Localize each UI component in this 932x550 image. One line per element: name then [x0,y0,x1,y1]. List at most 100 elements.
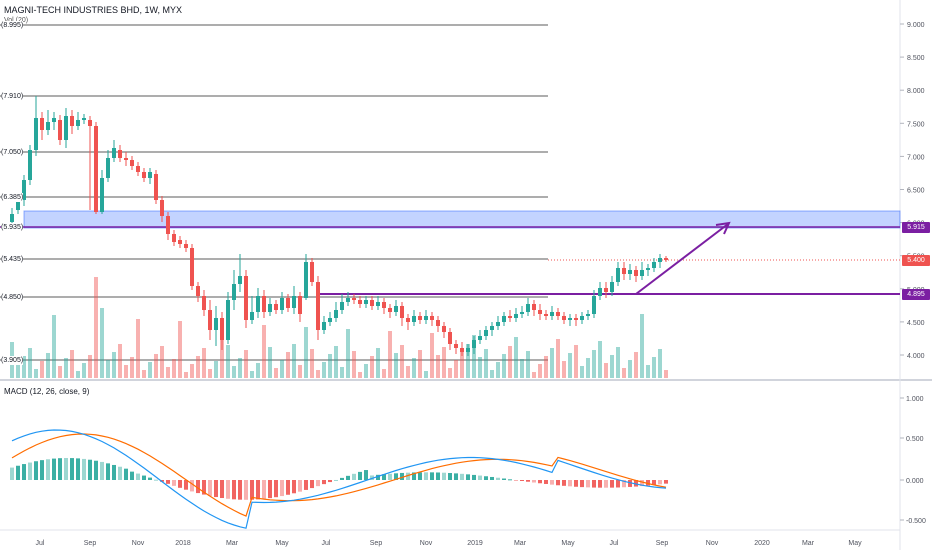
price-tick-label: 8.000 [907,88,925,95]
macd-histogram-bar [202,480,206,495]
volume-bar [364,364,368,378]
candle-body [394,306,398,312]
volume-bar [298,365,302,378]
macd-histogram-bar [190,480,194,492]
volume-bar [268,347,272,378]
volume-bar [466,344,470,378]
candle-body [94,126,98,212]
volume-bar [244,350,248,378]
macd-histogram-bar [286,480,290,495]
macd-line [11,429,667,529]
macd-histogram-bar [304,480,308,490]
price-tick-label: 4.500 [907,320,925,327]
macd-histogram-bar [556,480,560,486]
macd-histogram-bar [250,480,254,500]
macd-histogram-bar [610,480,614,488]
volume-bar [448,368,452,378]
volume-bar [70,350,74,378]
symbol-title[interactable]: MAGNI-TECH INDUSTRIES BHD, 1W, MYX [4,5,183,15]
candle-body [208,310,212,330]
volume-bar [586,358,590,378]
volume-bar [658,349,662,378]
volume-bar [604,363,608,378]
macd-histogram-bar [604,480,608,488]
candle-body [34,118,38,150]
volume-bar [232,366,236,378]
volume-bar [508,346,512,378]
macd-histogram-bar [586,480,590,488]
volume-bar [142,370,146,378]
volume-bar [502,354,506,378]
macd-histogram-bar [310,480,314,489]
macd-histogram-bar [640,480,644,487]
macd-histogram-bar [460,473,464,480]
volume-bar [424,371,428,378]
candle-body [406,318,410,322]
macd-tick-label: 1.000 [906,396,924,403]
volume-bar [622,368,626,378]
volume-bar [220,323,224,378]
macd-indicator-label[interactable]: MACD (12, 26, close, 9) [4,387,90,396]
volume-bar [184,372,188,378]
candle-body [280,298,284,310]
volume-bar [556,339,560,378]
candle-body [226,300,230,340]
candle-body [382,302,386,308]
macd-tick-label: -0.500 [906,518,926,525]
candle-body [478,336,482,340]
volume-bar [148,362,152,378]
macd-histogram-bar [484,476,488,480]
candle-body [10,214,14,222]
macd-histogram-bar [70,458,74,480]
volume-bar [610,355,614,378]
time-axis-label: Sep [656,540,669,547]
candle-body [214,318,218,330]
support-price-tag: 4.895 [902,289,930,300]
macd-histogram-bar [658,480,662,485]
volume-bar [46,353,50,378]
candle-body [472,340,476,348]
macd-histogram-bar [178,480,182,488]
candle-body [364,300,368,304]
macd-histogram-bar [550,480,554,485]
candle-body [592,296,596,314]
macd-tick-label: 0.000 [906,478,924,485]
macd-histogram-bar [244,480,248,500]
macd-histogram-bar [262,480,266,499]
volume-bar [616,347,620,378]
volume-bar [598,341,602,378]
volume-bar [592,350,596,378]
candle-body [40,118,44,130]
candle-body [562,316,566,320]
candle-body [322,322,326,330]
volume-bar [136,319,140,378]
volume-bar [532,372,536,378]
macd-histogram-bar [268,480,272,499]
candle-body [28,150,32,180]
macd-histogram-bar [136,473,140,480]
macd-histogram-bar [394,473,398,480]
candle-body [238,276,242,284]
time-axis-label: May [275,540,289,547]
volume-bar [112,352,116,378]
macd-histogram-bar [376,474,380,480]
time-axis-label: Jul [36,540,45,547]
volume-label: Vol (20) [4,17,28,24]
volume-bar [562,361,566,378]
volume-bar [130,357,134,378]
macd-histogram-bar [568,480,572,487]
candle-body [334,310,338,318]
candle-body [130,160,134,166]
candle-body [184,244,188,248]
volume-bar [238,358,242,378]
macd-histogram-bar [220,480,224,499]
volume-bar [538,364,542,378]
macd-histogram-bar [382,474,386,480]
candle-body [64,116,68,140]
time-axis-label: Nov [706,540,719,547]
candle-body [172,234,176,242]
volume-bar [496,362,500,378]
price-tick-label: 6.500 [907,188,925,195]
